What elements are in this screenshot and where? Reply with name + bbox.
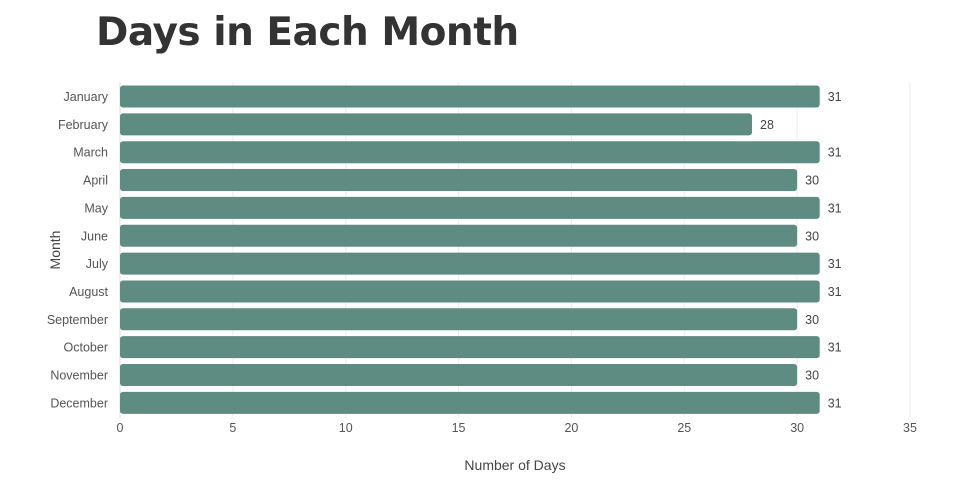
bar-october xyxy=(120,336,820,359)
chart-title: Days in Each Month xyxy=(96,10,519,55)
data-label-june: 30 xyxy=(805,229,819,243)
x-tick-label: 5 xyxy=(229,421,236,435)
data-label-january: 31 xyxy=(828,90,842,104)
bar-april xyxy=(120,169,798,192)
data-label-december: 31 xyxy=(828,396,842,410)
data-label-march: 31 xyxy=(828,146,842,160)
y-tick-label-february: February xyxy=(58,118,109,132)
x-axis-tick-labels: 0 5 10 15 20 25 30 35 xyxy=(117,421,917,435)
y-axis-title: Month xyxy=(47,231,63,270)
y-tick-label-august: August xyxy=(69,285,108,299)
bar-september xyxy=(120,308,798,331)
bar-july xyxy=(120,252,820,275)
data-label-may: 31 xyxy=(828,201,842,215)
data-labels: 31 28 31 30 31 30 31 31 30 31 30 31 xyxy=(760,90,842,410)
data-label-october: 31 xyxy=(828,341,842,355)
x-tick-label: 0 xyxy=(117,421,124,435)
data-label-august: 31 xyxy=(828,285,842,299)
x-tick-label: 35 xyxy=(903,421,917,435)
gridlines xyxy=(232,82,911,418)
bars xyxy=(120,85,820,414)
bar-february xyxy=(120,113,752,136)
data-label-april: 30 xyxy=(805,174,819,188)
bar-november xyxy=(120,364,798,386)
data-label-february: 28 xyxy=(760,118,774,132)
x-tick-label: 20 xyxy=(564,421,578,435)
x-tick-label: 10 xyxy=(339,421,353,435)
x-axis-title: Number of Days xyxy=(464,457,565,473)
y-axis-tick-labels: January February March April May June July Augu… xyxy=(47,90,109,410)
y-tick-label-october: October xyxy=(64,341,108,355)
bar-may xyxy=(120,196,820,219)
y-tick-label-june: June xyxy=(81,229,108,243)
bar-june xyxy=(120,224,798,247)
x-tick-label: 15 xyxy=(452,421,466,435)
data-label-november: 30 xyxy=(805,369,819,383)
bar-august xyxy=(120,280,820,303)
bar-march xyxy=(120,141,820,164)
y-tick-label-july: July xyxy=(86,257,109,271)
bar-december xyxy=(120,391,820,414)
y-tick-label-september: September xyxy=(47,313,108,327)
y-tick-label-december: December xyxy=(50,396,108,410)
data-label-september: 30 xyxy=(805,313,819,327)
y-tick-label-april: April xyxy=(83,174,108,188)
y-tick-label-november: November xyxy=(50,369,108,383)
x-tick-label: 30 xyxy=(790,421,804,435)
y-tick-label-march: March xyxy=(73,146,108,160)
bar-january xyxy=(120,85,820,108)
y-tick-label-may: May xyxy=(84,201,108,215)
data-label-july: 31 xyxy=(828,257,842,271)
y-tick-label-january: January xyxy=(64,90,109,104)
x-tick-label: 25 xyxy=(677,421,691,435)
